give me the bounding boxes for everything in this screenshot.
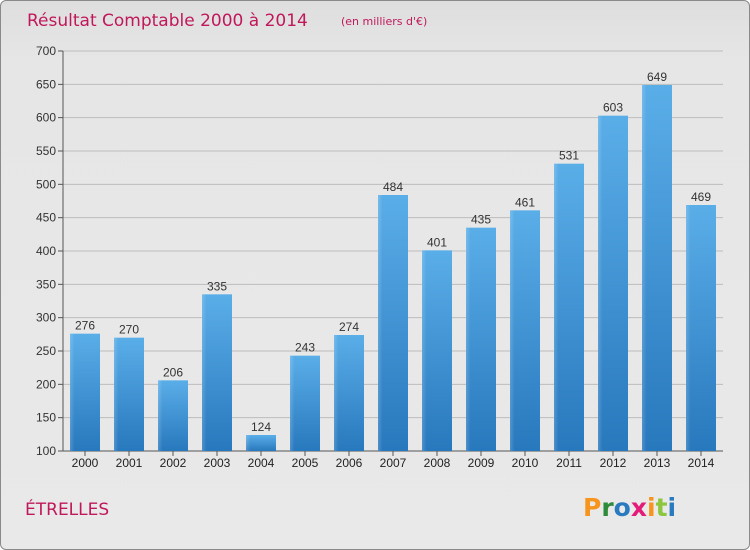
logo-letter: x — [631, 493, 647, 522]
x-tick-label: 2002 — [160, 456, 187, 470]
bar-shine — [686, 205, 716, 451]
y-tick-label: 150 — [36, 411, 56, 425]
data-label: 206 — [163, 365, 183, 379]
data-label: 335 — [207, 279, 227, 293]
logo-letter: t — [656, 493, 668, 522]
data-label: 435 — [471, 213, 491, 227]
data-label: 469 — [691, 190, 711, 204]
data-label: 484 — [383, 180, 403, 194]
chart-title: Résultat Comptable 2000 à 2014 — [27, 11, 308, 31]
bar-shine — [334, 335, 364, 451]
chart-subtitle: (en milliers d'€) — [341, 15, 427, 28]
data-label: 401 — [427, 235, 447, 249]
y-tick-label: 100 — [36, 444, 56, 458]
bar-shine — [378, 195, 408, 451]
bar-shine — [246, 435, 276, 451]
logo-letter: o — [614, 493, 631, 522]
data-label: 243 — [295, 341, 315, 355]
data-label: 461 — [515, 195, 535, 209]
bar-shine — [422, 250, 452, 451]
x-tick-label: 2007 — [380, 456, 407, 470]
commune-name: ÉTRELLES — [25, 498, 109, 520]
logo-letter: r — [601, 493, 614, 522]
x-tick-label: 2014 — [688, 456, 715, 470]
bar-shine — [554, 163, 584, 451]
y-tick-label: 200 — [36, 377, 56, 391]
bar-shine — [510, 210, 540, 451]
bar-shine — [114, 337, 144, 451]
bar-shine — [466, 227, 496, 451]
data-label: 124 — [251, 420, 271, 434]
data-label: 276 — [75, 319, 95, 333]
axes: 100 150 200 250 300 350 400 450 500 550 600 650 700 2… — [36, 44, 723, 470]
x-tick-label: 2008 — [424, 456, 451, 470]
y-tick-label: 700 — [36, 44, 56, 58]
logo-letter: i — [668, 493, 677, 522]
x-tick-label: 2012 — [600, 456, 627, 470]
bar-shine — [202, 294, 232, 451]
proxiti-logo: Proxiti — [583, 493, 676, 522]
data-label: 274 — [339, 320, 359, 334]
x-tick-label: 2013 — [644, 456, 671, 470]
bar-shine — [598, 115, 628, 452]
x-tick-label: 2003 — [204, 456, 231, 470]
x-tick-label: 2011 — [556, 456, 582, 470]
bar-shine — [290, 355, 320, 451]
bar-shine — [70, 333, 100, 451]
y-tick-label: 550 — [36, 144, 56, 158]
y-tick-label: 650 — [36, 77, 56, 91]
logo-letter: i — [647, 493, 656, 522]
y-tick-label: 500 — [36, 177, 56, 191]
data-label: 270 — [119, 323, 139, 337]
bars — [70, 85, 716, 452]
x-tick-label: 2005 — [292, 456, 319, 470]
bar-shine — [158, 380, 188, 451]
x-tick-label: 2009 — [468, 456, 495, 470]
y-tick-label: 450 — [36, 211, 56, 225]
y-tick-label: 350 — [36, 277, 56, 291]
x-tick-label: 2004 — [248, 456, 275, 470]
x-tick-label: 2001 — [116, 456, 143, 470]
logo-letter: P — [583, 493, 601, 522]
y-tick-label: 400 — [36, 244, 56, 258]
data-label: 603 — [603, 101, 623, 115]
x-tick-label: 2006 — [336, 456, 363, 470]
data-label: 531 — [559, 149, 579, 163]
y-tick-label: 300 — [36, 311, 56, 325]
y-tick-label: 600 — [36, 111, 56, 125]
data-labels: 276 270 206 335 124 243 274 484 401 435 461 531 603 6… — [75, 70, 711, 434]
y-tick-label: 250 — [36, 344, 56, 358]
x-tick-label: 2000 — [72, 456, 99, 470]
data-label: 649 — [647, 70, 667, 84]
bar-shine — [642, 85, 672, 451]
x-tick-label: 2010 — [512, 456, 539, 470]
